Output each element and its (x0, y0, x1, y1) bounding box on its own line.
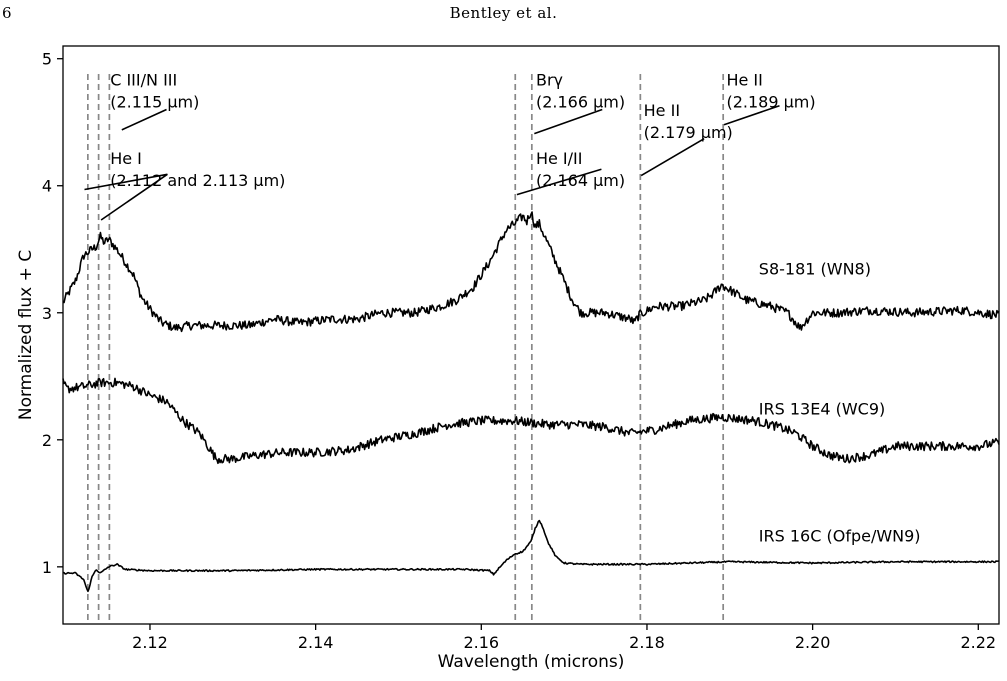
y-tick-label: 3 (42, 304, 52, 323)
line-annotation: He II (2.179 μm) (644, 101, 733, 142)
x-tick-label: 2.14 (298, 633, 334, 652)
series-label: IRS 16C (Ofpe/WN9) (759, 526, 921, 545)
page-number: 6 (2, 4, 12, 22)
annotation-pointer (723, 104, 780, 126)
series-layer (62, 211, 1000, 593)
plot-frame (62, 45, 1000, 625)
y-tick-label: 2 (42, 431, 52, 450)
line-annotation: He I (2.112 and 2.113 μm) (110, 149, 285, 190)
running-head: Bentley et al. (449, 4, 558, 22)
line-annotation: C III/N III (2.115 μm) (110, 70, 199, 111)
x-tick-label: 2.16 (463, 633, 499, 652)
annotation-pointer (84, 173, 168, 221)
line-annotation: He I/II (2.164 μm) (536, 149, 625, 190)
line-annotation: He II (2.189 μm) (726, 70, 815, 111)
spectrum-line (62, 377, 1000, 465)
spectrum-line (62, 519, 1000, 593)
x-tick-label: 2.18 (629, 633, 665, 652)
annotation-pointer (121, 108, 167, 131)
x-tick-label: 2.12 (132, 633, 168, 652)
annotation-pointer (640, 138, 705, 177)
y-tick-label: 5 (42, 50, 52, 69)
x-axis-ticks: 2.12 2.14 2.16 2.18 2.20 2.22 (132, 624, 996, 652)
spectrum-line (62, 211, 1000, 333)
annotation-pointer (516, 168, 602, 196)
x-tick-label: 2.20 (795, 633, 831, 652)
vline-layer (86, 73, 725, 624)
y-axis-ticks: 1 2 3 4 5 (42, 50, 63, 577)
series-label: S8-181 (WN8) (759, 260, 871, 279)
line-annotation: Brγ (2.166 μm) (536, 70, 625, 111)
series-label: IRS 13E4 (WC9) (759, 399, 885, 418)
series-label-layer: S8-181 (WN8) IRS 13E4 (WC9) IRS 16C (Ofpe/… (759, 260, 921, 546)
y-axis-label: Normalized flux + C (16, 250, 36, 420)
y-tick-label: 1 (42, 558, 52, 577)
y-tick-label: 4 (42, 177, 52, 196)
annotation-pointer (534, 108, 603, 135)
annotation-layer: C III/N III (2.115 μm) He I (2.112 and 2.11… (84, 70, 816, 221)
x-axis-label: Wavelength (microns) (438, 652, 625, 672)
x-tick-label: 2.22 (960, 633, 996, 652)
